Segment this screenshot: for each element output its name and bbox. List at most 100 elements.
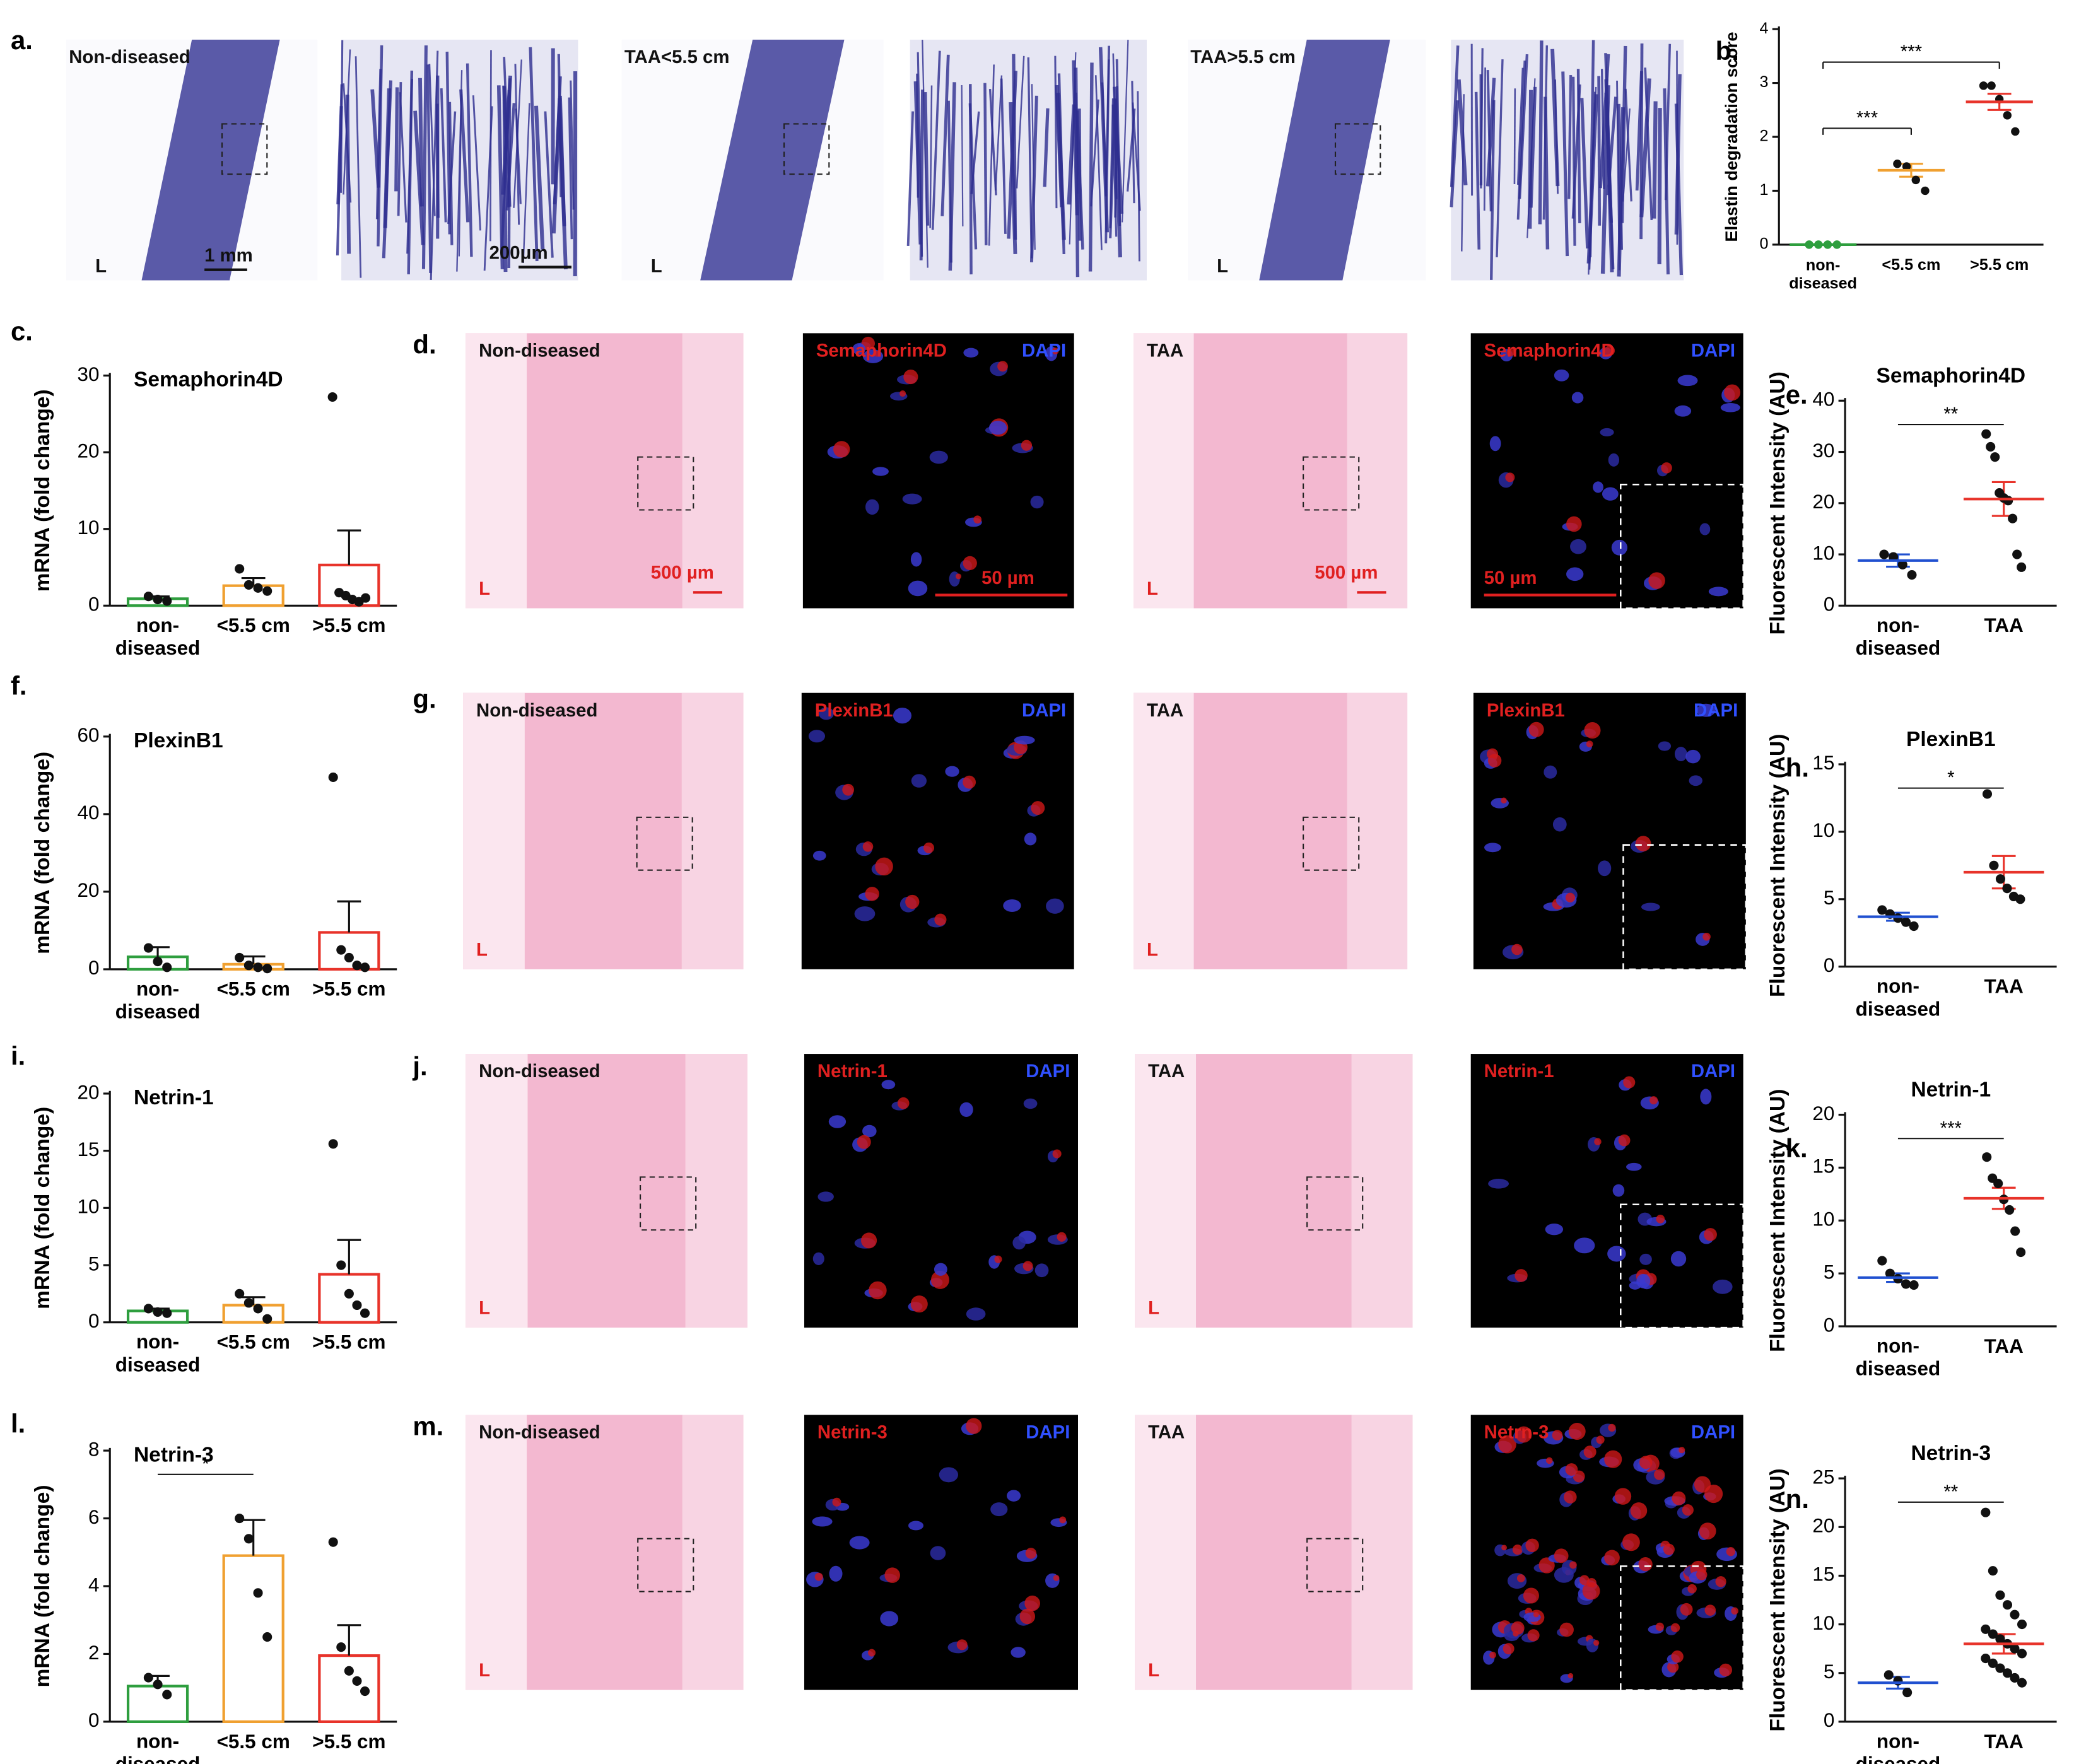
elastin-fiber bbox=[483, 106, 493, 271]
significance-label: * bbox=[202, 1454, 209, 1475]
image-label: L bbox=[1147, 939, 1158, 960]
elastin-fiber bbox=[983, 83, 988, 245]
elastin-fiber bbox=[1663, 88, 1670, 275]
adventitia bbox=[1351, 1054, 1413, 1328]
elastin-fiber bbox=[995, 75, 1003, 191]
data-point bbox=[1993, 1178, 2003, 1189]
elastin-fiber bbox=[1561, 71, 1569, 257]
chart-title: Semaphorin4D bbox=[1877, 364, 2026, 387]
significance-label: ** bbox=[1943, 404, 1958, 424]
data-point bbox=[1893, 160, 1902, 168]
data-point bbox=[1990, 452, 2000, 462]
stain-spot bbox=[1702, 932, 1711, 941]
elastin-fiber bbox=[1516, 67, 1524, 185]
data-point bbox=[243, 580, 254, 590]
image-label: Non-diseased bbox=[479, 340, 600, 361]
image-label: TAA<5.5 cm bbox=[624, 47, 730, 67]
y-tick-label: 1 bbox=[1759, 181, 1768, 199]
chart-title: Semaphorin4D bbox=[134, 368, 283, 392]
stain-spot bbox=[1670, 1623, 1680, 1633]
image-label: Netrin-1 bbox=[817, 1061, 888, 1082]
zoom-box bbox=[783, 123, 830, 175]
data-point bbox=[1981, 1507, 1991, 1517]
stain-spot bbox=[1648, 572, 1665, 589]
panel-label: h. bbox=[1786, 752, 1809, 782]
y-tick-label: 0 bbox=[1824, 1709, 1834, 1731]
stain-spot bbox=[1671, 1650, 1684, 1663]
stain-spot bbox=[1024, 1595, 1040, 1611]
tissue-image bbox=[906, 39, 1147, 281]
nucleus bbox=[1612, 1184, 1625, 1197]
image-label: L bbox=[1147, 578, 1158, 599]
image-label: Non-diseased bbox=[479, 1422, 600, 1443]
data-point bbox=[243, 1298, 254, 1308]
data-point bbox=[1907, 570, 1917, 580]
elastin-fiber bbox=[1518, 54, 1528, 199]
nucleus bbox=[1012, 1235, 1026, 1250]
data-point bbox=[2008, 513, 2018, 523]
y-axis-label: Fluorescent Intensity (AU) bbox=[1766, 734, 1790, 997]
stain-spot bbox=[1503, 1643, 1514, 1655]
x-tick-label: <5.5 cm bbox=[217, 1331, 290, 1353]
elastin-fiber bbox=[1137, 91, 1140, 262]
data-point bbox=[336, 1642, 346, 1652]
stain-spot bbox=[1498, 1435, 1516, 1454]
elastin-fiber bbox=[507, 78, 512, 268]
stain-spot bbox=[1545, 1457, 1553, 1464]
zoom-box bbox=[1306, 1176, 1364, 1231]
elastin-fiber bbox=[1496, 59, 1504, 257]
data-point bbox=[1995, 1634, 2005, 1644]
data-point bbox=[360, 1686, 370, 1697]
data-point bbox=[2002, 1600, 2013, 1610]
y-tick-label: 20 bbox=[1812, 491, 1834, 513]
image-label: TAA bbox=[1148, 1422, 1185, 1443]
panel-label: e. bbox=[1786, 380, 1808, 409]
nucleus bbox=[1554, 369, 1569, 382]
elastin-fiber bbox=[1674, 103, 1684, 276]
y-tick-label: 30 bbox=[1812, 440, 1834, 462]
data-point bbox=[328, 1139, 338, 1149]
elastin-fiber bbox=[1111, 104, 1118, 237]
nucleus bbox=[1545, 1224, 1564, 1235]
elastin-fiber bbox=[906, 111, 915, 247]
data-point bbox=[328, 1537, 338, 1547]
nucleus bbox=[1566, 567, 1584, 581]
data-point bbox=[153, 595, 163, 605]
image-label: Netrn-3 bbox=[1484, 1422, 1549, 1443]
nucleus bbox=[1030, 495, 1044, 509]
lumen-side bbox=[1134, 333, 1194, 609]
lumen-side bbox=[1134, 692, 1194, 969]
elastin-fiber bbox=[421, 45, 428, 269]
significance-label: * bbox=[1947, 768, 1954, 788]
elastin-fiber bbox=[1121, 40, 1129, 223]
data-point bbox=[235, 1513, 245, 1524]
nucleus bbox=[1034, 1263, 1049, 1278]
data-point bbox=[1982, 1152, 1992, 1162]
x-tick-label: TAA bbox=[1984, 614, 2024, 636]
data-point bbox=[235, 1288, 245, 1299]
elastin-fiber bbox=[383, 88, 392, 228]
y-tick-label: 8 bbox=[88, 1438, 99, 1460]
zoom-box bbox=[1334, 123, 1381, 175]
y-tick-label: 60 bbox=[77, 724, 99, 746]
nucleus bbox=[1489, 436, 1501, 452]
nucleus bbox=[1007, 1490, 1021, 1502]
data-point bbox=[1911, 175, 1920, 185]
y-tick-label: 15 bbox=[1812, 752, 1834, 774]
y-tick-label: 2 bbox=[88, 1642, 99, 1664]
elastin-fiber bbox=[1075, 110, 1084, 250]
data-point bbox=[336, 945, 346, 955]
stain-spot bbox=[1564, 1490, 1577, 1504]
stain-spot bbox=[1667, 1661, 1679, 1673]
stain-spot bbox=[857, 1135, 871, 1149]
elastin-fiber bbox=[1538, 40, 1544, 225]
y-axis-label: mRNA (fold change) bbox=[31, 752, 54, 954]
data-point bbox=[1884, 1670, 1894, 1680]
nucleus bbox=[963, 348, 979, 358]
image-label: PlexinB1 bbox=[815, 700, 893, 721]
data-point bbox=[1995, 1590, 2005, 1600]
nucleus bbox=[1713, 1279, 1733, 1294]
y-tick-label: 10 bbox=[1812, 542, 1834, 564]
data-point bbox=[153, 1679, 163, 1690]
